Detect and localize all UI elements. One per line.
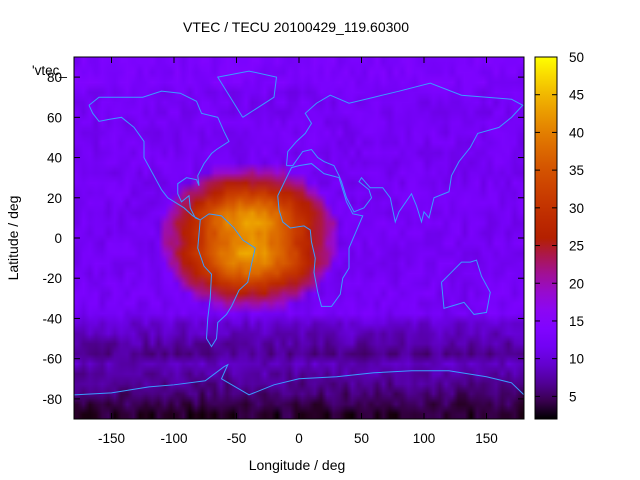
colorbar-tick-label: 15	[569, 314, 584, 329]
colorbar-tick-label: 30	[569, 201, 584, 216]
colorbar-tick-label: 10	[569, 352, 584, 367]
colorbar-tick-label: 45	[569, 88, 584, 103]
chart-title: VTEC / TECU 20100429_119.60300	[183, 19, 409, 35]
y-tick-label: -40	[42, 311, 62, 326]
x-tick-label: -100	[160, 431, 187, 446]
y-tick-label: 80	[47, 70, 62, 85]
coastline-overlay	[74, 70, 524, 396]
heatmap-image	[74, 57, 524, 419]
coastline-africa	[277, 163, 364, 307]
y-tick-label: -80	[42, 392, 62, 407]
x-tick-label: 0	[295, 431, 303, 446]
colorbar-tick-label: 50	[569, 50, 584, 65]
colorbar-tick-label: 35	[569, 163, 584, 178]
x-axis: -150 -100 -50 0 50 100 150	[98, 57, 498, 446]
y-axis: -80 -60 -40 -20 0 20 40 60 80	[42, 70, 524, 407]
y-tick-label: 40	[47, 151, 62, 166]
colorbar-tick-label: 20	[569, 276, 584, 291]
coastline-north-america	[88, 90, 230, 221]
x-tick-label: 100	[413, 431, 436, 446]
colorbar-tick-label: 5	[569, 389, 577, 404]
colorbar-tick-label: 40	[569, 125, 584, 140]
key-label: 'vtec_	[32, 63, 67, 78]
coastline-australia	[441, 259, 491, 315]
x-tick-label: -50	[227, 431, 247, 446]
x-tick-label: -150	[98, 431, 125, 446]
heatmap-area	[74, 57, 524, 419]
y-tick-label: 20	[47, 191, 62, 206]
x-axis-label: Longitude / deg	[249, 457, 346, 473]
x-tick-label: 150	[475, 431, 498, 446]
colorbar-gradient	[534, 56, 558, 420]
coastline-eurasia	[286, 82, 524, 224]
colorbar-tick-label: 25	[569, 239, 584, 254]
coastline-greenland	[216, 70, 278, 118]
y-tick-label: -20	[42, 271, 62, 286]
y-tick-label: 60	[47, 110, 62, 125]
y-tick-label: 0	[54, 231, 62, 246]
coastline-antarctica	[74, 363, 524, 396]
coastline-south-america	[197, 213, 256, 348]
y-axis-label: Latitude / deg	[5, 196, 21, 281]
x-tick-label: 50	[354, 431, 369, 446]
colorbar: 5 10 15 20 25 30 35 40 45 50	[534, 50, 584, 420]
y-tick-label: -60	[42, 352, 62, 367]
